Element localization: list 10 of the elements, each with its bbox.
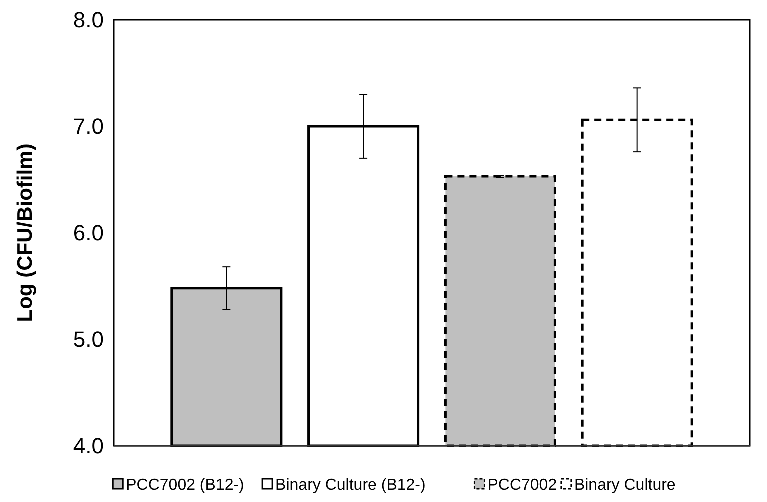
y-tick-label: 5.0 (73, 327, 104, 352)
y-tick-label: 4.0 (73, 434, 104, 459)
y-tick-label: 6.0 (73, 220, 104, 246)
legend-label: Binary Culture (B12-) (276, 477, 426, 494)
y-axis-title: Log (CFU/Biofilm) (14, 144, 37, 322)
y-tick-label: 8.0 (73, 8, 104, 33)
legend-label: PCC7002 (B12-) (126, 477, 244, 494)
legend-label: PCC7002 (488, 477, 558, 494)
y-tick-label: 7.0 (73, 114, 104, 140)
legend-label: Binary Culture (574, 477, 676, 494)
